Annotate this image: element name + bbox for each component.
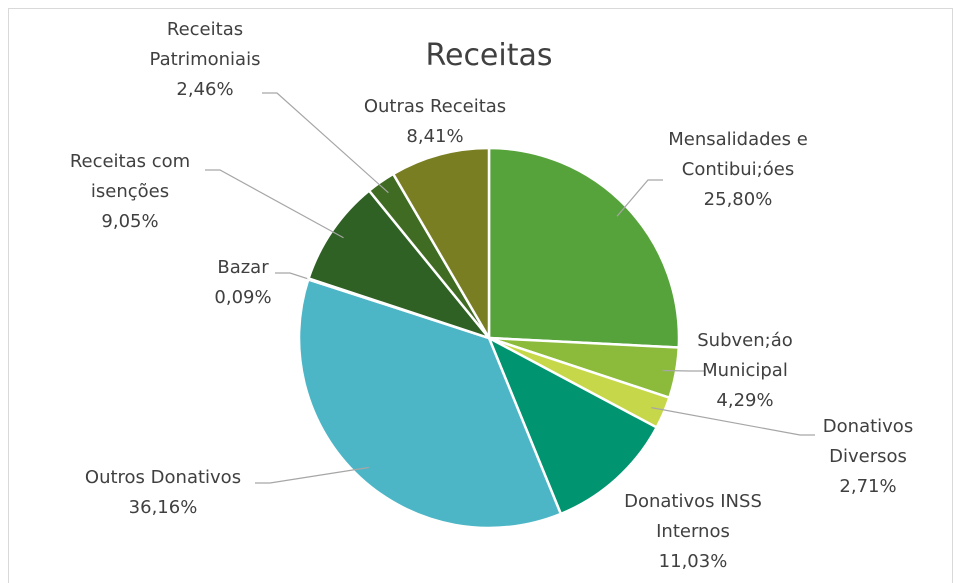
- pie-slice: [487, 146, 681, 349]
- label-name: Outras Receitas: [363, 96, 507, 117]
- data-label: Receitas Patrimoniais 2,46%: [145, 15, 265, 105]
- label-value: 0,09%: [214, 287, 272, 308]
- pie-slice: [486, 335, 659, 516]
- label-name: Donativos INSS Internos: [624, 491, 762, 542]
- label-name: Subven;áo Municipal: [697, 330, 793, 381]
- label-value: 9,05%: [101, 211, 159, 232]
- data-label: Subven;áo Municipal 4,29%: [683, 326, 808, 416]
- label-name: Receitas Patrimoniais: [149, 19, 261, 70]
- data-label: Outros Donativos 36,16%: [53, 463, 273, 523]
- chart-title: Receitas: [425, 38, 553, 73]
- label-name: Receitas com isenções: [69, 151, 191, 202]
- data-label: Bazar 0,09%: [183, 253, 303, 313]
- data-label: Outras Receitas 8,41%: [335, 92, 535, 152]
- label-value: 36,16%: [128, 497, 198, 518]
- label-value: 25,80%: [703, 189, 773, 210]
- data-label: Mensalidades e Contibui;óes 25,80%: [663, 125, 813, 215]
- label-name: Bazar: [217, 257, 269, 278]
- pie-slice: [297, 277, 563, 530]
- label-name: Donativos Diversos: [822, 416, 914, 467]
- label-value: 2,71%: [839, 476, 897, 497]
- leader-line: [255, 466, 369, 484]
- pie-slice: [391, 146, 491, 343]
- leader-line: [616, 179, 663, 217]
- data-label: Donativos Diversos 2,71%: [808, 412, 928, 502]
- leader-line: [262, 92, 389, 194]
- pie-slice: [307, 188, 493, 341]
- leader-line: [651, 407, 815, 436]
- label-name: Outros Donativos: [84, 467, 242, 488]
- label-name: Mensalidades e Contibui;óes: [668, 129, 808, 180]
- leader-line: [205, 169, 344, 239]
- label-value: 11,03%: [658, 551, 728, 572]
- label-value: 8,41%: [406, 126, 464, 147]
- label-value: 2,46%: [176, 79, 234, 100]
- data-label: Donativos INSS Internos 11,03%: [611, 487, 776, 577]
- data-label: Receitas com isenções 9,05%: [60, 147, 200, 237]
- label-value: 4,29%: [716, 390, 774, 411]
